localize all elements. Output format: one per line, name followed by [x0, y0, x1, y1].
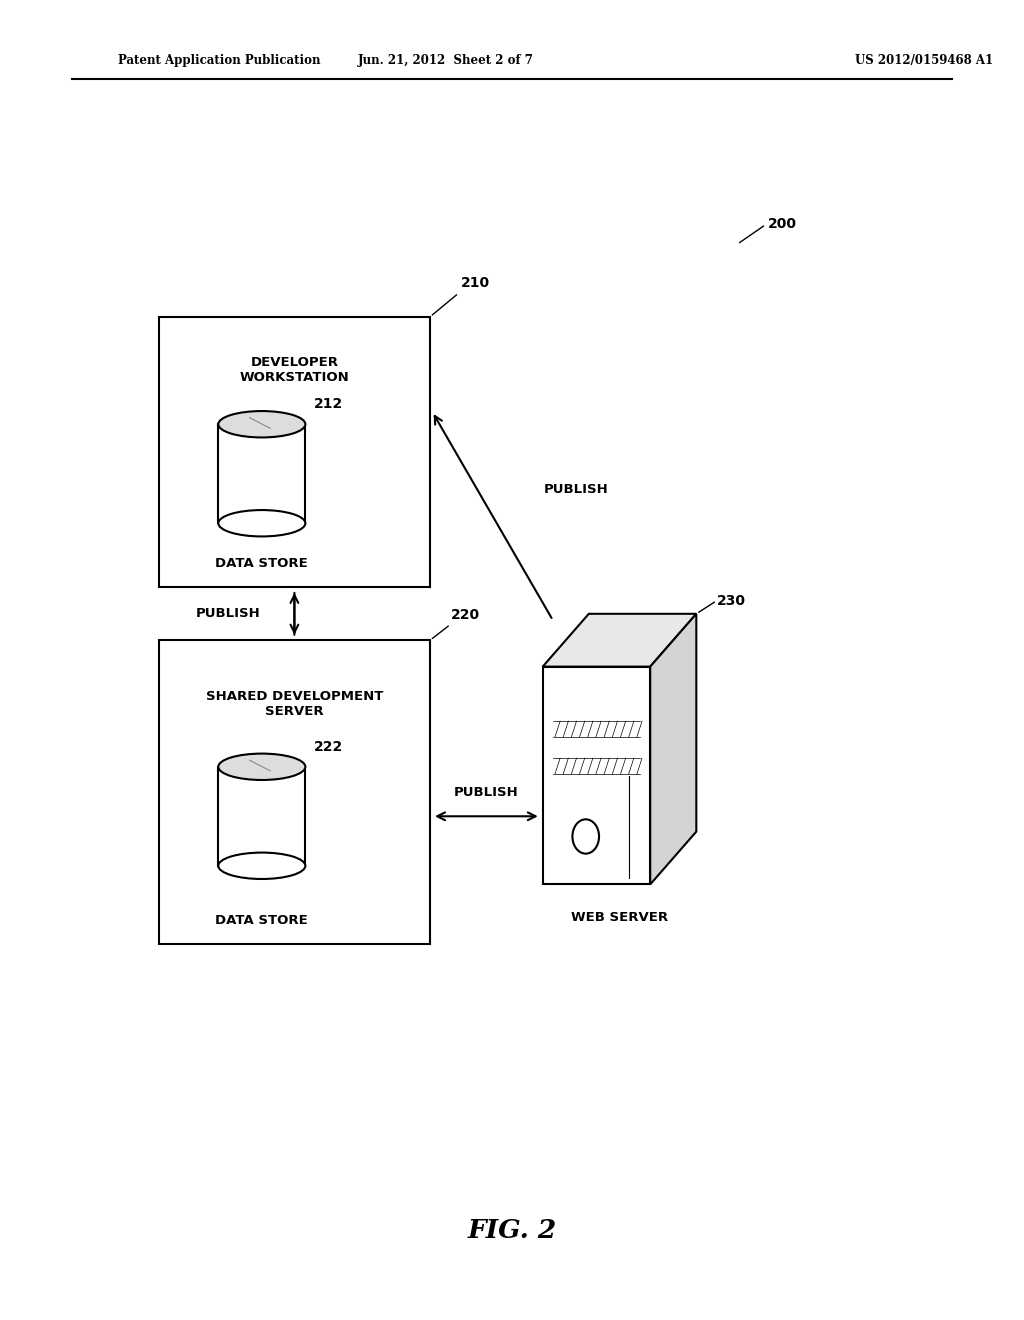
- Ellipse shape: [218, 510, 305, 536]
- Text: 220: 220: [451, 607, 479, 622]
- Ellipse shape: [218, 853, 305, 879]
- Text: DEVELOPER
WORKSTATION: DEVELOPER WORKSTATION: [240, 355, 349, 384]
- Text: US 2012/0159468 A1: US 2012/0159468 A1: [855, 54, 993, 67]
- Text: 230: 230: [717, 594, 745, 607]
- Text: 200: 200: [768, 218, 797, 231]
- Text: Patent Application Publication: Patent Application Publication: [118, 54, 321, 67]
- Bar: [218, 767, 305, 866]
- Text: 210: 210: [461, 276, 489, 290]
- Ellipse shape: [218, 411, 305, 437]
- Text: SHARED DEVELOPMENT
SERVER: SHARED DEVELOPMENT SERVER: [206, 689, 383, 718]
- Bar: [543, 667, 650, 884]
- Text: 222: 222: [313, 739, 343, 754]
- Bar: [218, 424, 305, 523]
- Text: PUBLISH: PUBLISH: [544, 483, 608, 496]
- Bar: [159, 640, 430, 944]
- Polygon shape: [543, 614, 696, 667]
- Text: DATA STORE: DATA STORE: [215, 913, 308, 927]
- Ellipse shape: [218, 754, 305, 780]
- Text: Jun. 21, 2012  Sheet 2 of 7: Jun. 21, 2012 Sheet 2 of 7: [357, 54, 534, 67]
- Text: PUBLISH: PUBLISH: [454, 785, 519, 799]
- Text: PUBLISH: PUBLISH: [196, 607, 260, 620]
- Text: 212: 212: [313, 397, 343, 411]
- Polygon shape: [650, 614, 696, 884]
- Circle shape: [572, 820, 599, 854]
- Bar: [159, 317, 430, 587]
- Text: DATA STORE: DATA STORE: [215, 557, 308, 570]
- Text: FIG. 2: FIG. 2: [467, 1218, 557, 1242]
- Text: WEB SERVER: WEB SERVER: [571, 911, 668, 924]
